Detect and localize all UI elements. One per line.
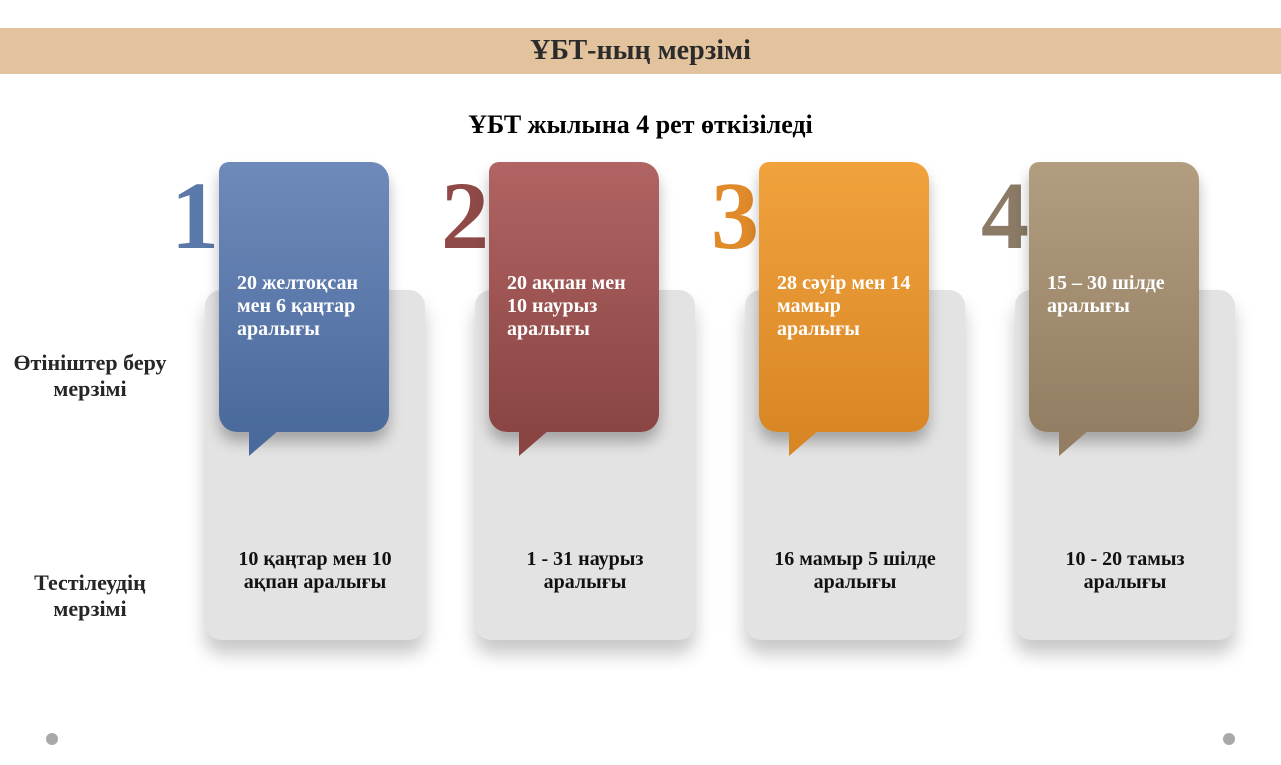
application-callout: 28 сәуір мен 14 мамыр аралығы	[759, 162, 929, 432]
period-column-4: 4 10 - 20 тамыз аралығы 15 – 30 шілде ар…	[1015, 160, 1235, 680]
period-column-2: 2 1 - 31 наурыз аралығы 20 ақпан мен 10 …	[475, 160, 695, 680]
application-callout: 20 ақпан мен 10 наурыз аралығы	[489, 162, 659, 432]
page-title: ҰБТ-ның мерзімі	[530, 35, 751, 67]
application-callout: 15 – 30 шілде аралығы	[1029, 162, 1199, 432]
period-number: 1	[171, 168, 219, 264]
subtitle: ҰБТ жылына 4 рет өткізіледі	[0, 110, 1281, 140]
decorative-dot-icon	[1223, 733, 1235, 745]
application-callout: 20 желтоқсан мен 6 қаңтар аралығы	[219, 162, 389, 432]
decorative-dot-icon	[46, 733, 58, 745]
application-period-text: 28 сәуір мен 14 мамыр аралығы	[777, 272, 910, 340]
period-column-1: 1 10 қаңтар мен 10 ақпан аралығы 20 желт…	[205, 160, 425, 680]
application-period-text: 20 ақпан мен 10 наурыз аралығы	[507, 272, 626, 340]
testing-period-text: 10 қаңтар мен 10 ақпан аралығы	[205, 548, 425, 594]
testing-period-text: 16 мамыр 5 шілде аралығы	[745, 548, 965, 594]
title-bar: ҰБТ-ның мерзімі	[0, 28, 1281, 74]
application-period-text: 20 желтоқсан мен 6 қаңтар аралығы	[237, 272, 358, 340]
period-number: 3	[711, 168, 759, 264]
application-period-text: 15 – 30 шілде аралығы	[1047, 272, 1165, 317]
testing-period-text: 10 - 20 тамыз аралығы	[1015, 548, 1235, 594]
period-number: 2	[441, 168, 489, 264]
period-column-3: 3 16 мамыр 5 шілде аралығы 28 сәуір мен …	[745, 160, 965, 680]
infographic-stage: Өтініштер беру мерзімі Тестілеудің мерзі…	[0, 160, 1281, 700]
testing-period-text: 1 - 31 наурыз аралығы	[475, 548, 695, 594]
row-label-application: Өтініштер беру мерзімі	[0, 350, 180, 402]
row-label-testing: Тестілеудің мерзімі	[0, 570, 180, 622]
period-number: 4	[981, 168, 1029, 264]
